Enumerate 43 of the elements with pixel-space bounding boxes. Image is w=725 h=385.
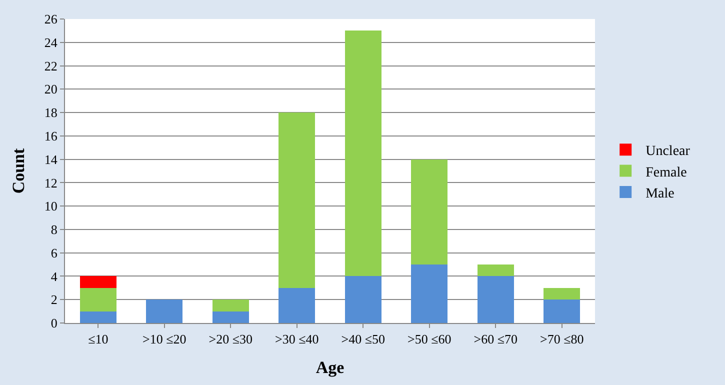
y-tick-label: 10 [44,198,58,214]
y-tick-label: 4 [50,268,58,284]
legend-label: Unclear [646,144,690,160]
y-tick-label: 16 [44,128,58,144]
bar [344,30,382,276]
y-tick-label: 26 [44,12,58,27]
bar [212,300,249,312]
bar [544,288,580,300]
bar [278,288,316,323]
x-tick-label: >60 ≤70 [474,332,518,347]
y-tick-label: 6 [50,245,58,260]
x-tick-label: >10 ≤20 [142,332,186,347]
bar [278,112,316,288]
bar [344,276,382,323]
bar [212,311,249,323]
x-tick-label: >50 ≤60 [408,332,452,347]
y-tick-label: 2 [50,292,58,308]
y-tick-label: 14 [44,152,58,167]
x-tick-label: >30 ≤40 [275,332,319,347]
y-tick-label: 18 [44,105,58,120]
x-tick-label: >70 ≤80 [540,332,584,347]
y-tick-label: 20 [44,82,58,97]
y-axis-title: Count [8,148,28,194]
x-tick-label: >20 ≤30 [208,332,252,347]
y-tick-label: 0 [50,316,58,331]
bar [80,276,116,288]
legend-label: Male [646,186,674,202]
bar [477,264,514,276]
bar [477,276,514,323]
y-tick-label: 12 [44,175,58,190]
y-tick-label: 22 [44,58,58,74]
x-tick-label: ≤10 [88,332,108,347]
bar [411,159,448,265]
x-axis-title: Age [316,358,345,377]
bar [80,311,116,323]
bar [411,264,448,323]
bar [146,300,183,323]
bar [80,288,116,312]
legend-label: Female [646,165,687,180]
bar [544,300,580,323]
y-tick-label: 8 [50,222,58,238]
x-tick-label: >40 ≤50 [341,332,385,347]
y-tick-label: 24 [44,34,58,50]
